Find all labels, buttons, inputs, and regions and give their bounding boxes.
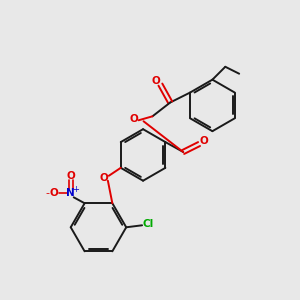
- Text: O: O: [66, 170, 75, 181]
- Text: O: O: [100, 173, 108, 183]
- Text: Cl: Cl: [142, 219, 154, 229]
- Text: N: N: [66, 188, 75, 198]
- Text: -: -: [45, 188, 49, 198]
- Text: O: O: [50, 188, 58, 198]
- Text: O: O: [151, 76, 160, 85]
- Text: O: O: [200, 136, 208, 146]
- Text: O: O: [129, 114, 138, 124]
- Text: +: +: [72, 185, 79, 194]
